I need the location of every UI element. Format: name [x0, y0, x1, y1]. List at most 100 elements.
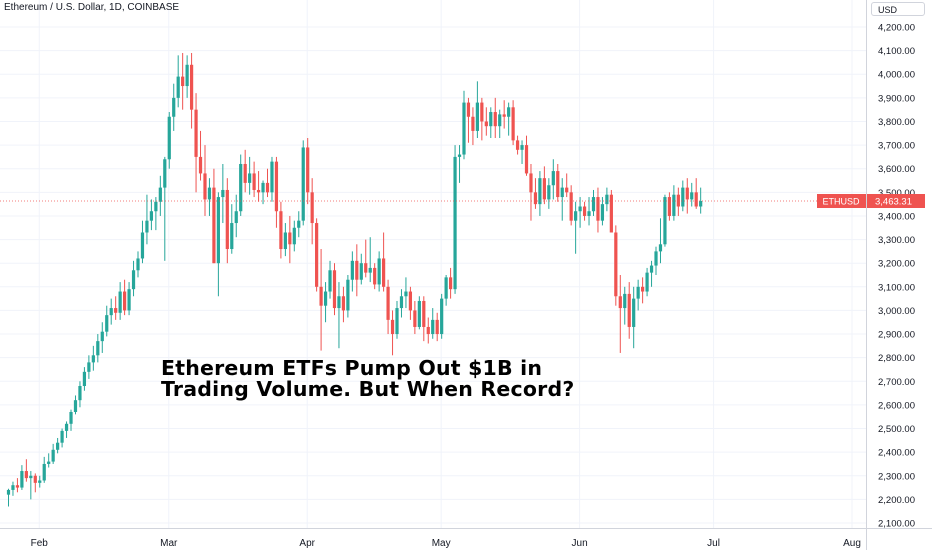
- candle-body: [225, 189, 229, 250]
- candle-body: [122, 291, 127, 311]
- headline-line-2: Trading Volume. But When Record?: [161, 377, 575, 401]
- candle-body: [667, 197, 672, 216]
- candle-body: [520, 145, 524, 150]
- candle-body: [172, 97, 176, 117]
- candle-body: [239, 163, 243, 212]
- candle: [283, 223, 287, 257]
- symbol-title[interactable]: Ethereum / U.S. Dollar, 1D, COINBASE: [4, 2, 180, 13]
- candle: [337, 282, 341, 349]
- candle: [158, 175, 162, 216]
- y-tick-label: 3,300.00: [878, 235, 915, 246]
- candle-body: [136, 258, 140, 271]
- candle: [457, 145, 462, 183]
- candle: [96, 334, 100, 363]
- candle-body: [399, 296, 404, 309]
- candle: [480, 97, 484, 141]
- candle: [194, 93, 198, 193]
- candle: [315, 218, 319, 292]
- symbol-tag-bg: [817, 193, 866, 208]
- candle: [20, 465, 24, 490]
- candle: [547, 178, 551, 209]
- candle-body: [632, 298, 636, 327]
- candle-body: [475, 102, 479, 131]
- candle-body: [654, 251, 658, 266]
- candle: [654, 246, 658, 275]
- candle: [60, 428, 64, 448]
- candle: [578, 197, 582, 228]
- x-tick-label: Apr: [299, 538, 315, 549]
- candle-body: [623, 293, 627, 309]
- candle: [230, 204, 234, 254]
- candle-body: [457, 154, 462, 157]
- candle: [444, 275, 448, 306]
- candle: [323, 282, 328, 323]
- candle-body: [386, 286, 390, 320]
- candle-body: [609, 194, 613, 233]
- candle: [364, 239, 368, 278]
- candle-body: [158, 187, 162, 202]
- candle: [399, 289, 404, 318]
- candle-body: [377, 258, 381, 285]
- candle: [87, 355, 91, 379]
- candle: [663, 194, 667, 247]
- candle: [350, 251, 354, 292]
- candle: [270, 156, 274, 202]
- candle-body: [105, 315, 109, 332]
- candle: [207, 178, 212, 216]
- candle: [641, 277, 645, 304]
- candle-body: [471, 116, 475, 131]
- candle: [64, 421, 69, 438]
- candle-body: [38, 480, 42, 483]
- candle: [591, 189, 596, 216]
- candle: [82, 367, 87, 391]
- candle: [649, 260, 654, 287]
- candle-body: [560, 187, 564, 198]
- grid: [0, 0, 866, 528]
- candle: [328, 260, 332, 299]
- candle-body: [551, 171, 555, 186]
- candle: [413, 300, 417, 335]
- candle: [453, 145, 457, 294]
- candle-body: [323, 291, 328, 306]
- candle: [605, 187, 609, 212]
- candle: [658, 218, 663, 264]
- x-tick-label: Mar: [160, 538, 178, 549]
- candle: [109, 298, 113, 325]
- candle-body: [216, 197, 220, 264]
- candle: [140, 220, 145, 264]
- candle-body: [332, 270, 337, 309]
- candle-body: [529, 173, 533, 193]
- candle: [672, 185, 676, 221]
- candle: [105, 305, 109, 337]
- candle: [636, 279, 640, 311]
- candle-body: [283, 232, 287, 250]
- y-tick-label: 2,500.00: [878, 424, 915, 435]
- candle: [256, 171, 261, 202]
- candle: [288, 215, 292, 264]
- candle: [332, 263, 337, 316]
- currency-selector[interactable]: USD: [871, 2, 925, 16]
- candle-body: [515, 140, 520, 150]
- candle: [440, 293, 444, 339]
- candle: [310, 178, 314, 245]
- candle: [33, 473, 37, 493]
- candle: [6, 488, 11, 507]
- candle-body: [556, 171, 560, 198]
- candle: [248, 156, 252, 195]
- candle-body: [489, 112, 493, 127]
- candle: [122, 279, 127, 316]
- candle-body: [319, 286, 323, 306]
- candle-body: [82, 371, 87, 387]
- x-tick-label: May: [432, 538, 451, 549]
- candle-body: [663, 197, 667, 245]
- candle-body: [618, 296, 622, 309]
- candle-body: [261, 182, 265, 193]
- candle: [511, 100, 515, 146]
- candle-body: [484, 121, 488, 127]
- candle: [417, 296, 421, 330]
- candle: [212, 168, 216, 264]
- candle: [538, 171, 542, 216]
- candle: [29, 471, 33, 500]
